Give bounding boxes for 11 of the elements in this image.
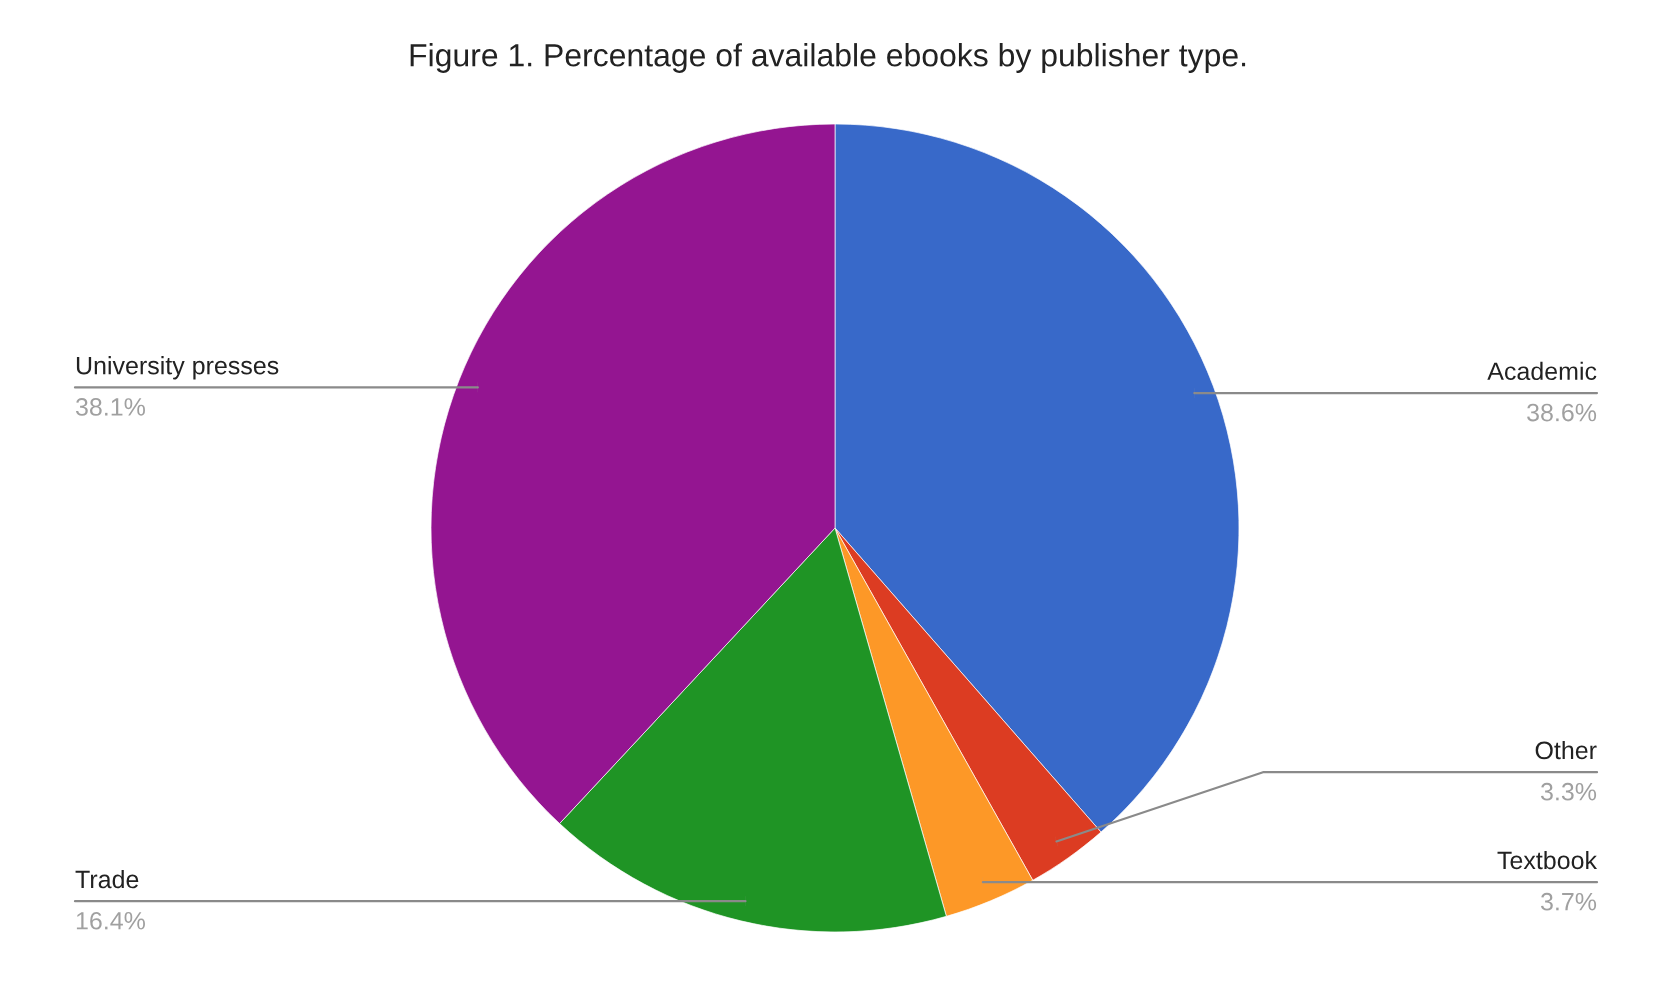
slice-label: Other bbox=[1535, 740, 1597, 760]
data-label: 3.3% bbox=[1540, 782, 1597, 801]
slice-label: Academic bbox=[1487, 361, 1597, 381]
slice-label: Trade bbox=[75, 869, 139, 889]
data-label: 3.7% bbox=[1540, 892, 1597, 911]
slice-label: Textbook bbox=[1497, 850, 1598, 870]
data-label: 16.4% bbox=[76, 911, 145, 930]
slice-label: University presses bbox=[76, 356, 279, 380]
chart-title: Figure 1. Percentage of available ebooks by publisher type. bbox=[410, 43, 1246, 73]
data-label: 38.6% bbox=[1527, 403, 1597, 422]
data-label: 38.1% bbox=[75, 398, 145, 416]
